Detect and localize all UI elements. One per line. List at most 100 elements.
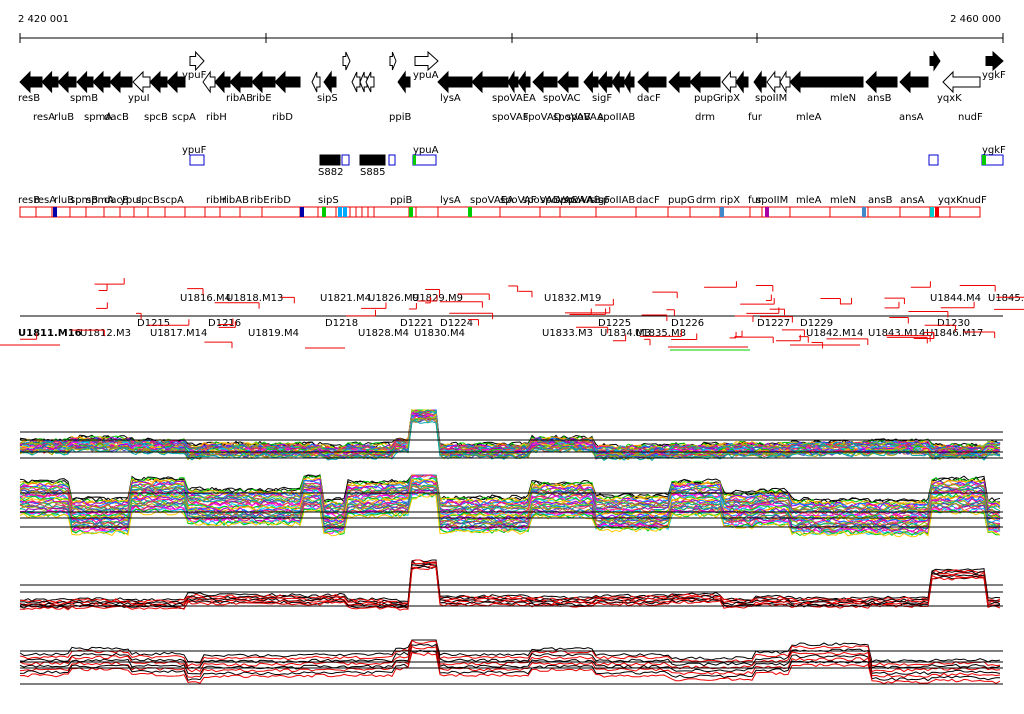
annotation-mark (720, 207, 724, 217)
annotation-box (261, 206, 301, 218)
annotation-label: ribD (270, 195, 291, 206)
gene-label: mleN (830, 93, 856, 104)
feature-label: S882 (318, 167, 343, 178)
unit-label: U1821.M4 (320, 293, 371, 304)
expression-profile (19, 561, 1001, 606)
ruler-end: 2 460 000 (950, 14, 1001, 25)
annotation-label: spoVAF (500, 195, 537, 206)
expression-profile (19, 566, 1001, 611)
gene-label: resA (33, 112, 55, 123)
feature-label: ypuF (182, 145, 207, 156)
annotation-label: ribH (206, 195, 227, 206)
gene-label: drm (695, 112, 715, 123)
gene-label: spmB (70, 93, 98, 104)
annotation-label: yqxK (938, 195, 963, 206)
gene-label: ypuI (128, 93, 150, 104)
annotation-label: spoVAC (540, 195, 578, 206)
annotation-mark (300, 207, 304, 217)
annotation-box (415, 206, 439, 218)
unit-label: U1842.M14 (806, 328, 863, 339)
gene-label: ypuF (182, 70, 207, 81)
unit-label: D1225 (598, 318, 631, 329)
annotation-label: spoVAB (563, 195, 601, 206)
expression-profile (19, 639, 1001, 667)
annotation-box (867, 206, 901, 218)
unit-label: U1826.M9 (368, 293, 419, 304)
gene-label: spoVAEA (492, 93, 536, 104)
feature-box (359, 154, 386, 166)
feature-box (189, 154, 205, 166)
expression-profile (19, 639, 1001, 664)
annotation-label: spmB (70, 195, 98, 206)
expression-profile (19, 474, 1001, 516)
gene-label: mleA (796, 112, 822, 123)
annotation-mark (468, 207, 472, 217)
gene-arrow (735, 70, 749, 94)
annotation-label: resB (18, 195, 40, 206)
annotation-box (559, 206, 597, 218)
gene-arrow (985, 50, 1004, 72)
annotation-label: ppiB (390, 195, 412, 206)
expression-profile (19, 474, 1001, 512)
unit-label: D1218 (325, 318, 358, 329)
expression-profile (19, 643, 1001, 676)
annotation-box (367, 206, 375, 218)
annotation-label: sigF (590, 195, 610, 206)
annotation-box (85, 206, 105, 218)
expression-profile (19, 564, 1001, 609)
annotation-box (164, 206, 186, 218)
ruler-start: 2 420 001 (18, 14, 69, 25)
gene-label: lysA (440, 93, 461, 104)
annotation-box (595, 206, 637, 218)
feature-mark (413, 155, 416, 165)
annotation-label: resA (34, 195, 56, 206)
gene-label: ripX (720, 93, 740, 104)
gene-arrow (311, 71, 321, 93)
gene-arrow (109, 70, 133, 94)
expression-profile (19, 412, 1001, 455)
annotation-mark (862, 207, 866, 217)
gene-label: dacF (637, 93, 661, 104)
gene-label: spcB (144, 112, 168, 123)
annotation-label: ripX (720, 195, 740, 206)
expression-profile (19, 560, 1001, 605)
feature-box (412, 154, 437, 166)
unit-label: U1833.M3 (542, 328, 593, 339)
gene-label: nudF (958, 112, 983, 123)
annotation-box (239, 206, 263, 218)
gene-label: rluB (54, 112, 74, 123)
gene-label: ypuA (413, 70, 439, 81)
unit-label: U1817.M14 (150, 328, 207, 339)
annotation-label: spcB (136, 195, 160, 206)
unit-label: U1845.M (988, 293, 1024, 304)
gene-arrow (637, 70, 667, 94)
annotation-mark (343, 207, 347, 217)
expression-profile (19, 484, 1001, 528)
unit-label: D1230 (937, 318, 970, 329)
unit-label: U1830.M4 (414, 328, 465, 339)
unit-label: D1226 (671, 318, 704, 329)
gene-arrow (414, 50, 439, 72)
unit-label: U1811.M16 (18, 328, 82, 339)
annotation-label: ypuI (120, 195, 142, 206)
annotation-box (899, 206, 931, 218)
gene-label: spoVAB (553, 112, 591, 123)
unit-label: U1812.M3 (80, 328, 131, 339)
gene-label: ribH (206, 112, 227, 123)
gene-arrow (753, 70, 767, 94)
gene-arrow (389, 51, 397, 71)
annotation-label: spoVAD (522, 195, 561, 206)
annotation-box (469, 206, 501, 218)
expression-profile (19, 493, 1001, 538)
annotation-box (789, 206, 831, 218)
annotation-box (119, 206, 135, 218)
annotation-box (35, 206, 53, 218)
annotation-mark (338, 207, 342, 217)
annotation-box (349, 206, 357, 218)
unit-label: U1818.M13 (226, 293, 283, 304)
gene-arrow (57, 70, 77, 94)
annotation-box (19, 206, 37, 218)
gene-arrow (899, 70, 929, 94)
gene-arrow (517, 70, 531, 94)
annotation-label: spoIIM (756, 195, 788, 206)
